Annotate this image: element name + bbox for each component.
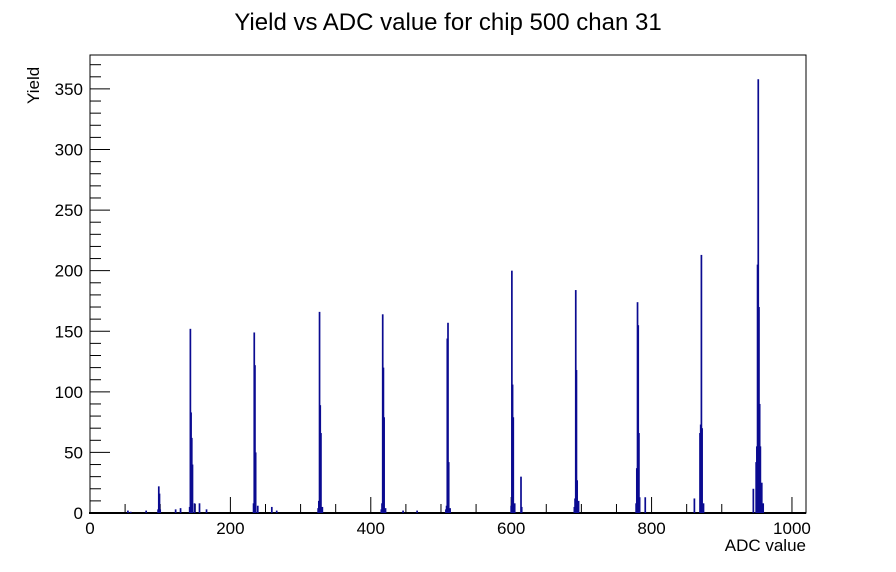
histogram-bin <box>383 417 385 513</box>
histogram-bin <box>757 79 760 514</box>
histogram-bin <box>320 433 322 513</box>
histogram-bin <box>513 503 516 513</box>
histogram-bin <box>191 464 194 513</box>
chart-title: Yield vs ADC value for chip 500 chan 31 <box>234 9 662 36</box>
histogram-bin <box>145 510 148 513</box>
histogram-bin <box>701 428 703 513</box>
histogram-bin <box>700 254 703 513</box>
histogram-bin <box>693 498 696 513</box>
histogram-bin <box>449 508 451 513</box>
histogram-bin <box>575 370 578 513</box>
histogram-bin <box>174 509 177 513</box>
histogram-bin <box>576 480 579 513</box>
y-axis-tick-label: 200 <box>55 262 83 281</box>
histogram-bin <box>129 511 132 513</box>
histogram-bin <box>520 476 522 513</box>
x-axis-tick-label: 200 <box>216 519 244 538</box>
x-axis-tick-label: 600 <box>497 519 525 538</box>
histogram-bin <box>447 322 449 513</box>
histogram-bin <box>127 510 129 513</box>
y-axis-tick-label: 100 <box>55 383 83 402</box>
histogram-bin <box>512 417 515 513</box>
histogram-bin <box>402 510 404 513</box>
histogram-bin <box>577 500 580 513</box>
histogram-bin <box>159 509 162 513</box>
histogram-bin <box>198 503 201 513</box>
y-axis-tick-label: 250 <box>55 201 83 220</box>
histogram-bin <box>447 462 450 513</box>
histogram-bin <box>384 508 387 513</box>
y-axis-tick-label: 300 <box>55 141 83 160</box>
x-axis-tick-label: 0 <box>85 519 94 538</box>
histogram-bin <box>321 506 324 513</box>
y-axis-tick-label: 0 <box>74 504 83 523</box>
histogram-bin <box>762 503 765 513</box>
histogram-bin <box>275 510 278 513</box>
x-axis-tick-label: 800 <box>637 519 665 538</box>
histogram-bin <box>752 488 755 513</box>
histogram-bin <box>759 446 762 513</box>
histogram-bin <box>254 452 257 513</box>
histogram-bin <box>638 433 640 513</box>
y-axis-tick-label: 350 <box>55 80 83 99</box>
histogram-bin <box>702 503 705 513</box>
histogram-bin <box>254 365 256 513</box>
histogram-bin <box>637 325 640 513</box>
histogram-bin <box>205 509 208 513</box>
x-axis-tick-label: 400 <box>357 519 385 538</box>
histogram-bin <box>416 510 418 513</box>
x-axis-tick-label: 1000 <box>773 519 811 538</box>
histogram-bin <box>158 493 161 513</box>
x-axis-title: ADC value <box>724 536 806 555</box>
histogram-bin <box>644 497 647 513</box>
y-axis-tick-label: 50 <box>64 443 83 462</box>
histogram-bin <box>638 497 641 513</box>
y-axis-title: Yield <box>24 66 43 104</box>
histogram-bin <box>193 503 196 513</box>
histogram-bin <box>179 508 182 513</box>
histogram-bin <box>256 505 259 513</box>
y-axis-tick-label: 150 <box>55 322 83 341</box>
histogram-bin <box>760 482 763 513</box>
histogram-bin <box>270 506 273 513</box>
histogram-bin <box>520 506 523 513</box>
